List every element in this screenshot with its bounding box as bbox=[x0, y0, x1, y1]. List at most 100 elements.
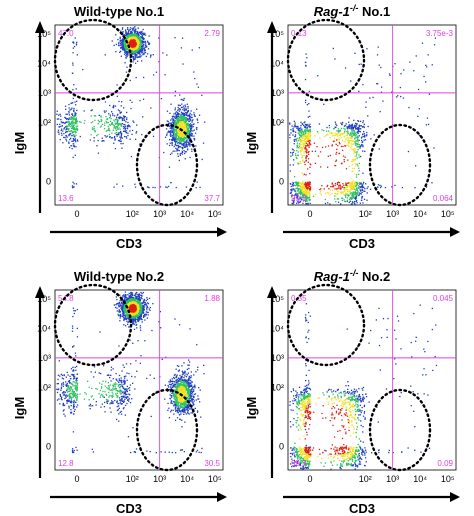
event-dot bbox=[183, 150, 185, 152]
event-dot bbox=[146, 302, 149, 304]
event-dot bbox=[138, 40, 140, 42]
event-dot bbox=[128, 393, 130, 395]
event-dot bbox=[164, 74, 166, 76]
event-dot bbox=[298, 162, 301, 165]
event-dot bbox=[301, 130, 303, 132]
event-dot bbox=[111, 123, 113, 125]
event-dot bbox=[124, 398, 126, 400]
event-dot bbox=[130, 451, 132, 454]
event-dot bbox=[353, 134, 356, 136]
event-dot bbox=[190, 144, 193, 146]
event-dot bbox=[304, 197, 306, 199]
event-dot bbox=[134, 31, 137, 33]
event-dot bbox=[302, 192, 304, 194]
event-dot bbox=[176, 116, 178, 118]
event-dot bbox=[320, 188, 322, 190]
event-dot bbox=[128, 321, 130, 323]
event-dot bbox=[173, 403, 175, 405]
event-dot bbox=[128, 398, 130, 400]
event-dot bbox=[76, 406, 78, 408]
event-dot bbox=[101, 140, 103, 142]
event-dot bbox=[183, 123, 185, 125]
event-dot bbox=[307, 143, 309, 145]
event-dot bbox=[192, 119, 194, 121]
event-dot bbox=[143, 306, 146, 308]
event-dot bbox=[295, 125, 297, 128]
event-dot bbox=[389, 74, 391, 76]
event-dot bbox=[189, 408, 191, 410]
event-dot bbox=[353, 158, 355, 161]
event-dot bbox=[122, 27, 124, 29]
event-dot bbox=[119, 402, 121, 404]
event-dot bbox=[358, 128, 360, 130]
event-dot bbox=[121, 299, 123, 301]
event-dot bbox=[189, 119, 191, 121]
event-dot bbox=[179, 146, 182, 148]
event-dot bbox=[176, 125, 179, 127]
event-dot bbox=[203, 364, 205, 366]
event-dot bbox=[356, 202, 358, 204]
event-dot bbox=[340, 186, 342, 188]
event-dot bbox=[130, 292, 132, 294]
event-dot bbox=[197, 398, 199, 400]
event-dot bbox=[116, 114, 119, 116]
event-dot bbox=[354, 163, 357, 165]
event-dot bbox=[185, 373, 187, 375]
event-dot bbox=[307, 123, 309, 126]
event-dot bbox=[350, 192, 352, 194]
event-dot bbox=[134, 54, 136, 57]
event-dot bbox=[395, 96, 398, 98]
event-dot bbox=[433, 44, 436, 46]
event-dot bbox=[184, 139, 186, 141]
event-dot bbox=[116, 122, 118, 124]
event-dot bbox=[72, 145, 74, 147]
event-dot bbox=[127, 134, 129, 137]
event-dot bbox=[184, 137, 186, 139]
event-dot bbox=[297, 127, 299, 129]
event-dot bbox=[131, 35, 133, 37]
event-dot bbox=[354, 193, 356, 196]
event-dot bbox=[189, 385, 191, 388]
event-dot bbox=[127, 321, 129, 323]
event-dot bbox=[139, 327, 142, 329]
event-dot bbox=[126, 33, 128, 35]
event-dot bbox=[123, 315, 125, 317]
event-dot bbox=[183, 409, 186, 411]
event-dot bbox=[309, 190, 311, 192]
event-dot bbox=[132, 48, 134, 50]
event-dot bbox=[176, 411, 178, 413]
event-dot bbox=[294, 124, 296, 126]
event-dot bbox=[121, 45, 123, 47]
event-dot bbox=[132, 382, 134, 384]
event-dot bbox=[107, 129, 110, 131]
event-dot bbox=[192, 395, 194, 397]
event-dot bbox=[183, 97, 185, 100]
event-dot bbox=[72, 121, 74, 123]
event-dot bbox=[353, 183, 355, 185]
event-dot bbox=[300, 125, 302, 127]
event-dot bbox=[111, 137, 113, 139]
event-dot bbox=[173, 132, 175, 135]
event-dot bbox=[186, 123, 188, 126]
event-dot bbox=[109, 116, 112, 118]
event-dot bbox=[196, 344, 198, 346]
event-dot bbox=[339, 130, 341, 133]
event-dot bbox=[320, 194, 322, 196]
event-dot bbox=[336, 130, 338, 132]
event-dot bbox=[126, 54, 129, 56]
event-dot bbox=[110, 137, 112, 139]
event-dot bbox=[120, 410, 122, 413]
event-dot bbox=[164, 384, 166, 386]
event-dot bbox=[344, 188, 346, 190]
event-dot bbox=[355, 128, 357, 130]
event-dot bbox=[123, 119, 125, 121]
event-dot bbox=[314, 162, 317, 164]
event-dot bbox=[369, 97, 371, 99]
event-dot bbox=[327, 184, 329, 187]
event-dot bbox=[127, 399, 129, 401]
event-dot bbox=[155, 71, 158, 73]
x-axis-label: CD3 bbox=[349, 236, 375, 251]
event-dot bbox=[199, 389, 201, 391]
event-dot bbox=[63, 127, 66, 129]
event-dot bbox=[197, 86, 199, 88]
